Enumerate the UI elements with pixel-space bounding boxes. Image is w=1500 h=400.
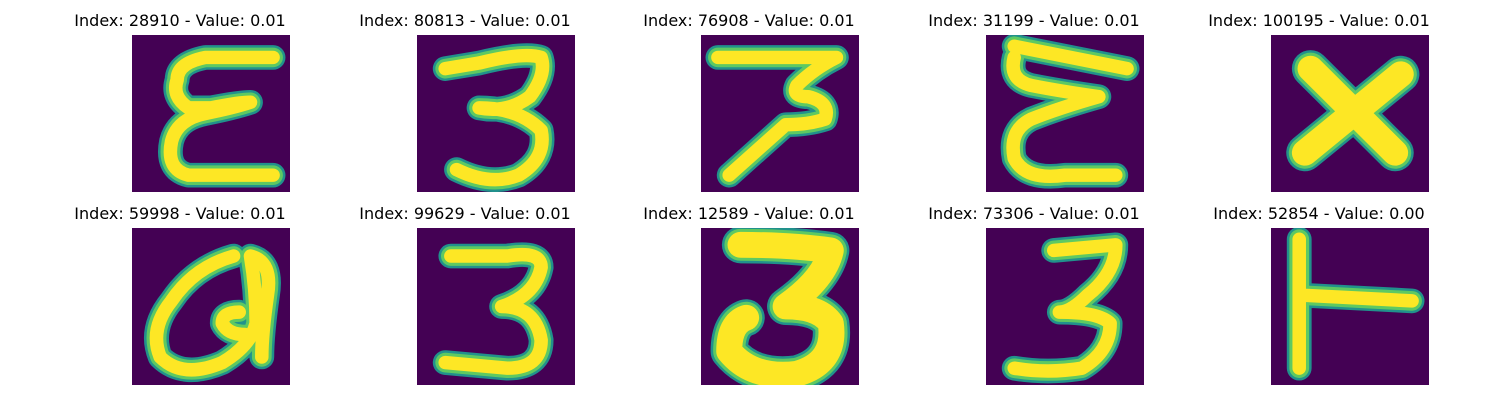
stroke-core	[711, 50, 844, 182]
stroke-core	[1291, 55, 1414, 166]
letter-t-sideways-glyph	[1271, 228, 1429, 385]
stroke-core	[149, 249, 276, 377]
panel-8: Index: 12589 - Value: 0.01	[599, 193, 899, 386]
stroke-core	[1007, 238, 1123, 378]
stroke-core	[438, 247, 548, 375]
panel-1: Index: 28910 - Value: 0.01	[30, 0, 330, 193]
panel-5: Index: 100195 - Value: 0.01	[1169, 0, 1469, 193]
panel-10: Index: 52854 - Value: 0.00	[1169, 193, 1469, 386]
panel-title: Index: 80813 - Value: 0.01	[359, 11, 571, 30]
flat-top-three-glyph	[701, 228, 859, 385]
digit-three-glyph	[417, 35, 575, 192]
panel-7: Index: 99629 - Value: 0.01	[315, 193, 615, 386]
digit-three-glyph	[986, 228, 1144, 385]
panel-2: Index: 80813 - Value: 0.01	[315, 0, 615, 193]
stroke-core	[1292, 232, 1419, 375]
panel-4: Index: 31199 - Value: 0.01	[884, 0, 1184, 193]
flat-top-three-glyph	[701, 35, 859, 192]
panel-9: Index: 73306 - Value: 0.01	[884, 193, 1184, 386]
stroke-core	[716, 231, 845, 385]
stroke-core	[163, 50, 280, 182]
panel-title: Index: 100195 - Value: 0.01	[1208, 11, 1430, 30]
stroke-core	[438, 48, 550, 187]
letter-a-loop-glyph	[132, 228, 290, 385]
panel-3: Index: 76908 - Value: 0.01	[599, 0, 899, 193]
panel-title: Index: 76908 - Value: 0.01	[643, 11, 855, 30]
panel-title: Index: 12589 - Value: 0.01	[643, 204, 855, 223]
letter-x-glyph	[1271, 35, 1429, 192]
panel-title: Index: 73306 - Value: 0.01	[928, 204, 1140, 223]
panel-title: Index: 99629 - Value: 0.01	[359, 204, 571, 223]
panel-title: Index: 31199 - Value: 0.01	[928, 11, 1140, 30]
stroke-core	[1006, 39, 1134, 183]
panel-title: Index: 52854 - Value: 0.00	[1213, 204, 1425, 223]
panel-6: Index: 59998 - Value: 0.01	[30, 193, 330, 386]
panel-title: Index: 59998 - Value: 0.01	[74, 204, 286, 223]
digit-three-glyph	[417, 228, 575, 385]
panel-title: Index: 28910 - Value: 0.01	[74, 11, 286, 30]
script-epsilon-glyph	[132, 35, 290, 192]
script-epsilon-glyph	[986, 35, 1144, 192]
